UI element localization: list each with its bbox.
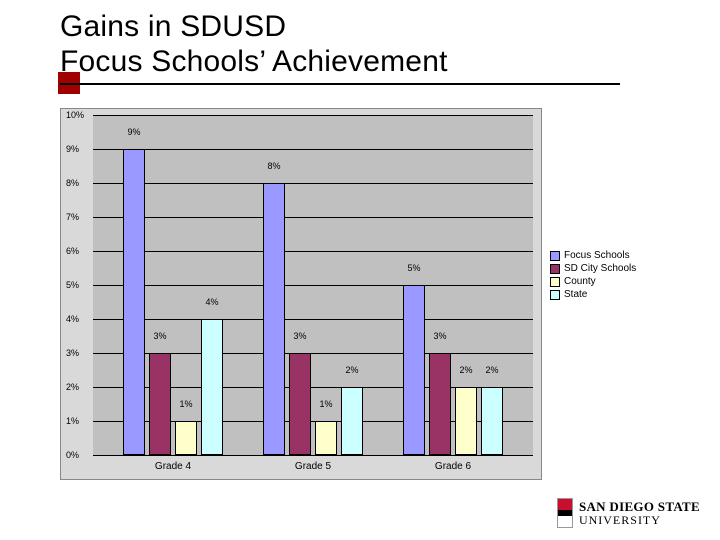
- legend-item: State: [550, 289, 636, 300]
- logo-text-top: SAN DIEGO STATE: [579, 500, 700, 514]
- bar-value-label: 1%: [179, 399, 192, 409]
- bar-value-label: 9%: [127, 127, 140, 137]
- bar-value-label: 3%: [153, 331, 166, 341]
- gridline: [93, 455, 533, 456]
- sdsu-logo: SAN DIEGO STATE UNIVERSITY: [557, 498, 700, 528]
- y-tick: 1%: [66, 416, 79, 426]
- x-category-label: Grade 5: [295, 461, 331, 472]
- bar-value-label: 2%: [459, 365, 472, 375]
- bar: [341, 387, 363, 455]
- title-line-2: Focus Schools’ Achievement: [60, 45, 620, 80]
- bar: [429, 353, 451, 455]
- y-tick: 9%: [66, 144, 79, 154]
- gridline: [93, 115, 533, 116]
- sdsu-flag-icon: [557, 498, 573, 528]
- legend-swatch: [550, 290, 560, 300]
- bar: [403, 285, 425, 455]
- bar: [149, 353, 171, 455]
- bar-value-label: 5%: [407, 263, 420, 273]
- gridline: [93, 217, 533, 218]
- legend-swatch: [550, 277, 560, 287]
- bar: [175, 421, 197, 455]
- legend: Focus Schools SD City Schools County State: [550, 250, 636, 302]
- gridline: [93, 319, 533, 320]
- bar: [455, 387, 477, 455]
- bar-value-label: 8%: [267, 161, 280, 171]
- y-tick: 10%: [66, 110, 84, 120]
- y-tick: 6%: [66, 246, 79, 256]
- legend-label: Focus Schools: [564, 250, 630, 261]
- y-tick: 3%: [66, 348, 79, 358]
- legend-item: SD City Schools: [550, 263, 636, 274]
- bar: [315, 421, 337, 455]
- legend-item: Focus Schools: [550, 250, 636, 261]
- legend-item: County: [550, 276, 636, 287]
- bar: [123, 149, 145, 455]
- title-underline: [60, 83, 620, 85]
- bar-value-label: 3%: [293, 331, 306, 341]
- legend-swatch: [550, 264, 560, 274]
- bar: [201, 319, 223, 455]
- y-tick: 5%: [66, 280, 79, 290]
- x-category-label: Grade 6: [435, 461, 471, 472]
- title-line-1: Gains in SDUSD: [60, 10, 620, 45]
- x-category-label: Grade 4: [155, 461, 191, 472]
- y-tick: 4%: [66, 314, 79, 324]
- legend-label: County: [564, 276, 596, 287]
- chart: 9% 3% 1% 4% 8% 3% 1% 2% 5% 3% 2% 2% 0% 1% 2% 3% 4% 5% 6% 7…: [60, 108, 542, 480]
- y-tick: 7%: [66, 212, 79, 222]
- gridline: [93, 149, 533, 150]
- gridline: [93, 183, 533, 184]
- gridline: [93, 285, 533, 286]
- bar: [263, 183, 285, 455]
- bar: [289, 353, 311, 455]
- logo-text-bottom: UNIVERSITY: [579, 514, 700, 527]
- y-tick: 2%: [66, 382, 79, 392]
- bar-value-label: 3%: [433, 331, 446, 341]
- legend-label: SD City Schools: [564, 263, 636, 274]
- bar-value-label: 4%: [205, 297, 218, 307]
- y-tick: 0%: [66, 450, 79, 460]
- bar: [481, 387, 503, 455]
- bar-value-label: 2%: [345, 365, 358, 375]
- gridline: [93, 251, 533, 252]
- bar-value-label: 1%: [319, 399, 332, 409]
- title-block: Gains in SDUSD Focus Schools’ Achievemen…: [60, 10, 620, 85]
- legend-swatch: [550, 251, 560, 261]
- y-tick: 8%: [66, 178, 79, 188]
- bar-value-label: 2%: [485, 365, 498, 375]
- legend-label: State: [564, 289, 587, 300]
- plot-area: 9% 3% 1% 4% 8% 3% 1% 2% 5% 3% 2% 2%: [93, 115, 533, 455]
